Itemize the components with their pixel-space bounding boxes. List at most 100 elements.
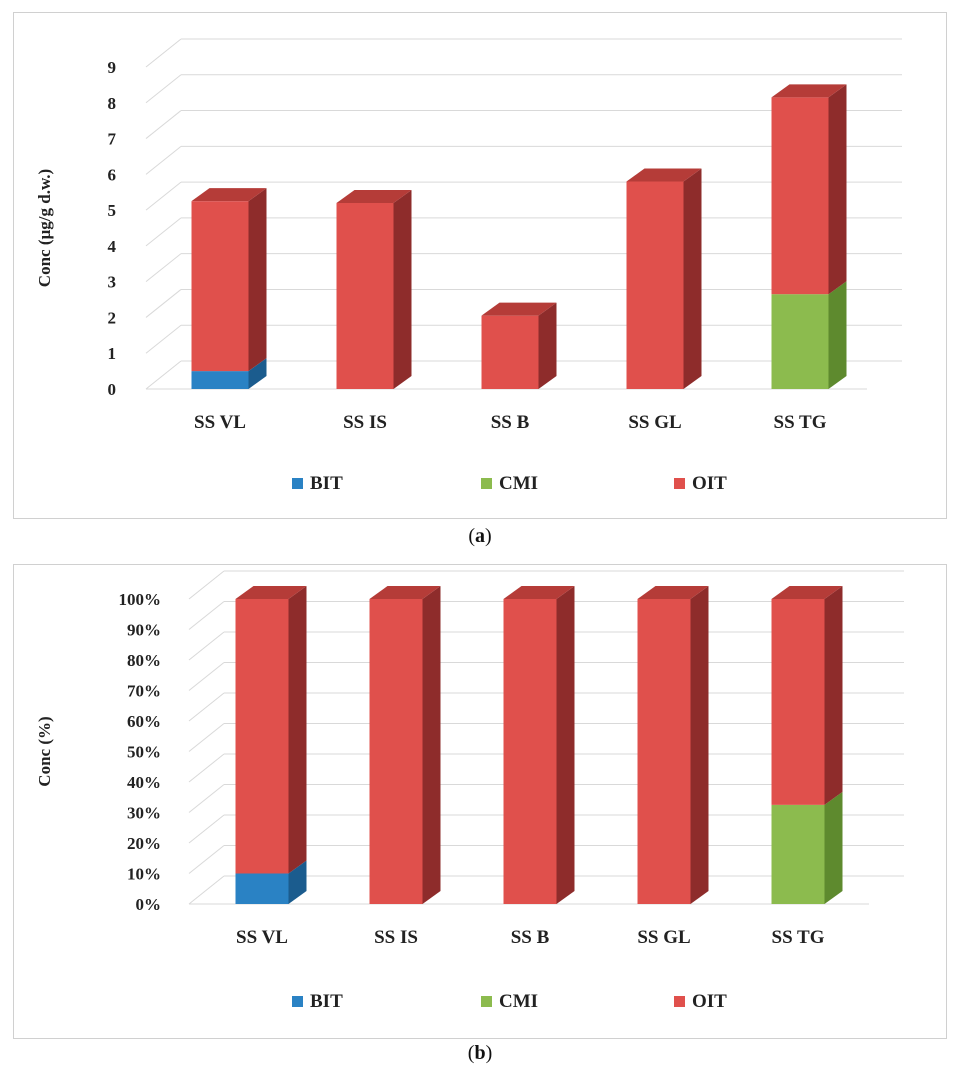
bar-oit-ss-is — [369, 599, 423, 904]
y-tick-label: 6 — [108, 165, 117, 184]
x-tick-label: SS VL — [194, 412, 246, 433]
bar-side-oit — [824, 586, 843, 805]
y-tick-label: 70% — [127, 682, 161, 701]
bar-oit-ss-gl — [626, 181, 684, 389]
y-tick-label: 10% — [127, 865, 161, 884]
y-tick-label: 90% — [127, 621, 161, 640]
bar-side-cmi — [824, 791, 843, 904]
bar-side-oit — [248, 188, 267, 372]
bar-bit-ss-vl — [235, 873, 289, 904]
y-tick-label: 9 — [108, 58, 117, 77]
gridline-diag — [145, 145, 182, 175]
bar-oit-ss-vl — [191, 201, 249, 372]
bar-side-oit — [556, 586, 575, 904]
legend-swatch-oit — [674, 996, 685, 1007]
legend-label-cmi: CMI — [499, 991, 538, 1012]
bar-top-oit — [771, 84, 847, 98]
bar-bit-ss-vl — [191, 371, 249, 389]
bar-side-oit — [828, 84, 847, 295]
legend-label-bit: BIT — [310, 991, 343, 1012]
x-tick-label: SS GL — [628, 412, 681, 433]
bar-top-oit — [336, 189, 412, 203]
chart-a-svg: 0 1 2 3 4 5 6 7 8 9 Conc (µg/g d.w.) SS VL SS IS SS B… — [35, 38, 902, 494]
bar-cmi-ss-tg — [771, 294, 829, 389]
y-tick-label: 8 — [108, 94, 117, 113]
y-tick-label: 30% — [127, 804, 161, 823]
bar-oit-ss-gl — [637, 599, 691, 904]
bar-side-oit — [422, 586, 441, 904]
gridline-diag — [188, 570, 225, 600]
y-tick-label: 0 — [108, 380, 117, 399]
caption-a: (a) — [468, 525, 492, 547]
y-axis-label: Conc (%) — [35, 716, 54, 786]
y-tick-label: 20% — [127, 834, 161, 853]
y-tick-label: 80% — [127, 651, 161, 670]
y-tick-label: 2 — [108, 308, 117, 327]
y-tick-label: 100% — [119, 590, 162, 609]
y-tick-label: 5 — [108, 201, 117, 220]
gridline-diag — [188, 784, 225, 813]
bar-oit-ss-b — [503, 599, 557, 904]
gridline-diag — [188, 662, 225, 691]
bar-side-oit — [683, 168, 702, 389]
legend-label-cmi: CMI — [499, 473, 538, 494]
x-tick-label: SS TG — [772, 927, 825, 948]
bar-top-oit — [771, 586, 843, 599]
legend-swatch-oit — [674, 478, 685, 489]
bar-side-oit — [690, 586, 709, 904]
y-tick-label: 4 — [108, 237, 117, 256]
y-tick-label: 40% — [127, 773, 161, 792]
legend-swatch-cmi — [481, 996, 492, 1007]
bar-top-oit — [637, 586, 709, 599]
bar-side-bit — [288, 860, 307, 904]
gridline-diag — [188, 692, 225, 722]
bar-oit-ss-tg — [771, 97, 829, 295]
legend-label-bit: BIT — [310, 473, 343, 494]
y-axis-label: Conc (µg/g d.w.) — [35, 169, 54, 287]
gridline-diag — [145, 38, 182, 68]
gridline-diag — [145, 289, 182, 318]
bar-side-bit — [248, 358, 267, 389]
bar-top-oit — [191, 188, 267, 202]
gridline-diag — [145, 360, 182, 390]
x-tick-label: SS TG — [774, 412, 827, 433]
caption-a-letter: a — [475, 525, 485, 547]
bar-top-oit — [503, 586, 575, 599]
gridline-diag — [188, 723, 225, 752]
y-tick-label: 50% — [127, 743, 161, 762]
y-tick-label: 1 — [108, 344, 117, 363]
bar-side-cmi — [828, 281, 847, 389]
gridline-diag — [145, 110, 182, 139]
gridline-diag — [145, 217, 182, 247]
legend-swatch-bit — [292, 478, 303, 489]
bar-side-oit — [288, 586, 307, 874]
x-tick-label: SS GL — [637, 927, 690, 948]
legend-swatch-bit — [292, 996, 303, 1007]
gridline-diag — [188, 875, 225, 905]
legend-label-oit: OIT — [692, 473, 727, 494]
y-tick-label: 60% — [127, 712, 161, 731]
bar-side-oit — [538, 302, 557, 389]
bar-oit-ss-b — [481, 315, 539, 389]
bar-oit-ss-is — [336, 202, 394, 389]
x-tick-label: SS B — [511, 927, 550, 948]
y-tick-label: 7 — [108, 130, 117, 149]
gridline-diag — [188, 601, 225, 630]
gridline-diag — [145, 74, 182, 104]
chart-panel-a: 0 1 2 3 4 5 6 7 8 9 Conc (µg/g d.w.) SS VL SS IS SS B… — [13, 12, 947, 519]
gridline-diag — [145, 181, 182, 211]
legend-swatch-cmi — [481, 478, 492, 489]
chart-panel-b: 0% 10% 20% 30% 40% 50% 60% 70% 80% 90% 100% Conc (%… — [13, 564, 947, 1039]
bar-cmi-ss-tg — [771, 804, 825, 904]
x-tick-label: SS B — [491, 412, 530, 433]
x-tick-label: SS VL — [236, 927, 288, 948]
bar-top-oit — [626, 168, 702, 182]
bar-top-oit — [481, 302, 557, 316]
legend-label-oit: OIT — [692, 991, 727, 1012]
x-tick-label: SS IS — [343, 412, 387, 433]
bar-oit-ss-tg — [771, 599, 825, 805]
y-tick-label: 3 — [108, 273, 117, 292]
chart-b-svg: 0% 10% 20% 30% 40% 50% 60% 70% 80% 90% 100% Conc (%… — [35, 570, 904, 1012]
gridline-diag — [145, 324, 182, 354]
caption-b-letter: b — [474, 1042, 486, 1064]
